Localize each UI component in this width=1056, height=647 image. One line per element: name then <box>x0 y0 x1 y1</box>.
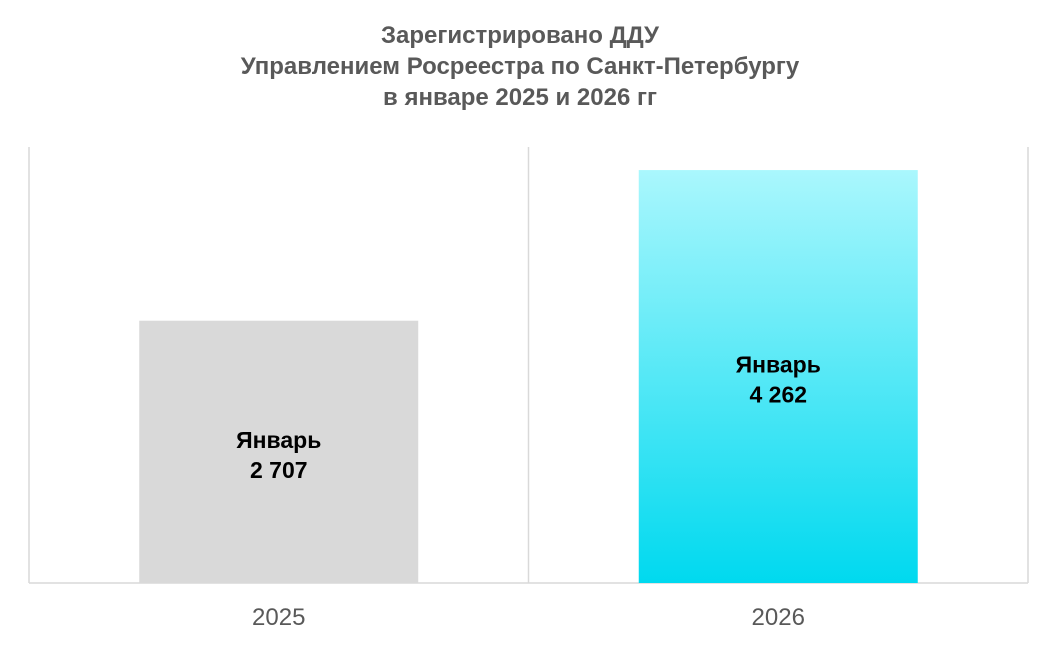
x-tick-label: 2025 <box>252 604 305 631</box>
data-label-value: 2 707 <box>250 457 308 483</box>
title-line-2: Управлением Росреестра по Санкт-Петербур… <box>240 53 800 80</box>
x-tick-label: 2026 <box>752 604 805 631</box>
data-label-name: Январь <box>236 427 321 453</box>
title-line-1: Зарегистрировано ДДУ <box>380 22 659 49</box>
title-line-3: в январе 2025 и 2026 гг <box>383 84 657 111</box>
data-label-value: 4 262 <box>749 382 807 408</box>
bar-2025 <box>139 320 419 583</box>
bar-2026 <box>638 170 918 583</box>
chart-title: Зарегистрировано ДДУ Управлением Росреес… <box>0 20 1040 113</box>
data-label-name: Январь <box>736 352 821 378</box>
